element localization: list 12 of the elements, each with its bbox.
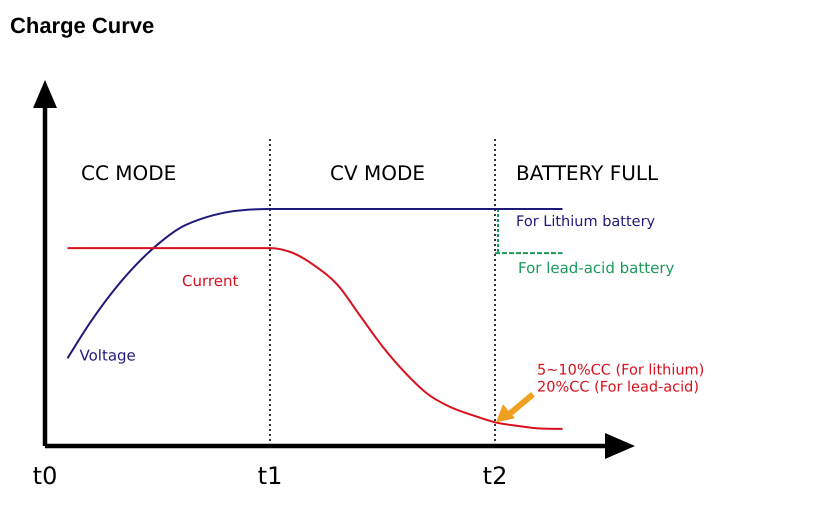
text: BATTERY FULL bbox=[516, 161, 660, 185]
chart-title: Charge Curve bbox=[10, 13, 154, 38]
series-label: Voltage bbox=[80, 346, 136, 364]
text: CV MODE bbox=[330, 161, 426, 185]
annotation: For Lithium battery bbox=[516, 214, 656, 230]
x-tick-label: t1 bbox=[258, 462, 282, 490]
text: CC MODE bbox=[81, 161, 176, 185]
x-tick-label: t0 bbox=[32, 462, 58, 490]
x-tick-label: t2 bbox=[482, 462, 508, 490]
annotation: 5~10%CC (For lithium) 20%CC (For lead-acid) bbox=[537, 362, 704, 396]
series-label: For lead-acid battery bbox=[518, 259, 674, 278]
series-label: Current bbox=[182, 272, 238, 290]
